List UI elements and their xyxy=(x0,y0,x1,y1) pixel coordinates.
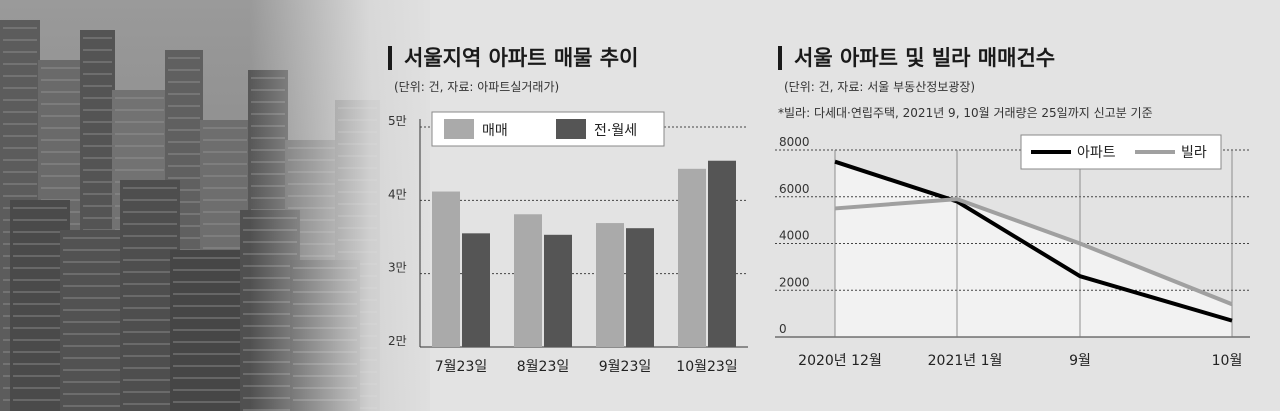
y-tick-label: 0 xyxy=(779,322,787,336)
right-chart-title: 서울 아파트 및 빌라 매매건수 xyxy=(778,46,1055,70)
line-빌라 xyxy=(834,197,1233,307)
bar-전·월세-8월23일 xyxy=(544,234,572,347)
bar-매매-10월23일 xyxy=(678,168,706,347)
line-아파트 xyxy=(834,159,1233,323)
building xyxy=(60,230,130,411)
x-tick-label: 2020년 12월 xyxy=(798,353,882,369)
photo-fade xyxy=(250,0,450,411)
bar-전·월세-9월23일 xyxy=(626,228,654,347)
legend-swatch xyxy=(444,119,474,139)
y-tick-label: 4000 xyxy=(779,229,810,243)
y-tick-label: 3만 xyxy=(388,261,407,275)
x-tick-label: 2021년 1월 xyxy=(928,353,1003,369)
bar-매매-7월23일 xyxy=(432,191,460,347)
x-tick-label: 8월23일 xyxy=(517,359,569,375)
bar-전·월세-10월23일 xyxy=(708,160,736,347)
y-tick-label: 2000 xyxy=(779,275,810,289)
legend-label: 아파트 xyxy=(1077,145,1116,161)
y-tick-label: 2만 xyxy=(388,334,407,348)
bar-전·월세-7월23일 xyxy=(462,233,490,347)
legend: 매매 전·월세 xyxy=(431,111,665,147)
bar-매매-9월23일 xyxy=(596,223,624,347)
x-tick-label: 9월23일 xyxy=(599,359,651,375)
y-tick-label: 4만 xyxy=(388,187,407,201)
x-tick-label: 9월 xyxy=(1069,353,1091,369)
y-tick-label: 8000 xyxy=(779,135,810,149)
x-tick-label: 7월23일 xyxy=(435,359,487,375)
bar-매매-8월23일 xyxy=(514,214,542,347)
legend-swatch xyxy=(556,119,586,139)
bar-chart: 2만 3만 4만 5만 7월23일 8월23일 9월23일 10월23일 매매 전·월세 xyxy=(388,111,748,375)
x-tick-label: 10월 xyxy=(1212,353,1243,369)
right-chart-subtitle: (단위: 건, 자료: 서울 부동산정보광장) xyxy=(784,80,976,94)
legend: 아파트 빌라 xyxy=(1020,134,1222,170)
legend-label: 전·월세 xyxy=(594,123,637,139)
legend-label: 매매 xyxy=(482,123,508,139)
y-tick-label: 6000 xyxy=(779,182,810,196)
legend-label: 빌라 xyxy=(1181,145,1207,161)
line-chart: 0 2000 4000 6000 8000 2020년 12월 2021년 1월 9월 10월 아… xyxy=(775,134,1250,369)
y-tick-label: 5만 xyxy=(388,114,407,128)
right-chart-note: *빌라: 다세대·연립주택, 2021년 9, 10월 거래량은 25일까지 신… xyxy=(778,106,1153,120)
left-chart-title: 서울지역 아파트 매물 추이 xyxy=(388,46,638,70)
left-chart-subtitle: (단위: 건, 자료: 아파트실거래가) xyxy=(394,80,560,94)
x-tick-label: 10월23일 xyxy=(676,359,737,375)
